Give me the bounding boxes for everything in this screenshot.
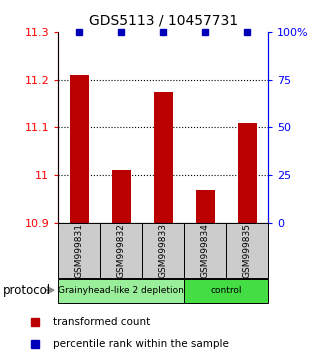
Text: GSM999835: GSM999835 (242, 223, 252, 278)
Bar (226, 223, 268, 278)
Text: transformed count: transformed count (53, 317, 151, 327)
Bar (112, 170, 131, 223)
Text: GSM999831: GSM999831 (75, 223, 84, 278)
Text: control: control (210, 286, 242, 295)
Bar (154, 92, 172, 223)
Bar (196, 189, 214, 223)
Bar (100, 223, 142, 278)
Bar (184, 279, 268, 303)
Title: GDS5113 / 10457731: GDS5113 / 10457731 (89, 14, 238, 28)
Text: GSM999833: GSM999833 (159, 223, 168, 278)
Text: Grainyhead-like 2 depletion: Grainyhead-like 2 depletion (58, 286, 184, 295)
Bar (238, 123, 256, 223)
Text: GSM999832: GSM999832 (117, 223, 126, 278)
Bar (58, 223, 100, 278)
Text: percentile rank within the sample: percentile rank within the sample (53, 339, 229, 349)
Text: protocol: protocol (3, 285, 52, 297)
Bar (70, 75, 89, 223)
Text: GSM999834: GSM999834 (200, 223, 210, 278)
Bar (184, 223, 226, 278)
Bar (142, 223, 184, 278)
Bar (58, 279, 184, 303)
